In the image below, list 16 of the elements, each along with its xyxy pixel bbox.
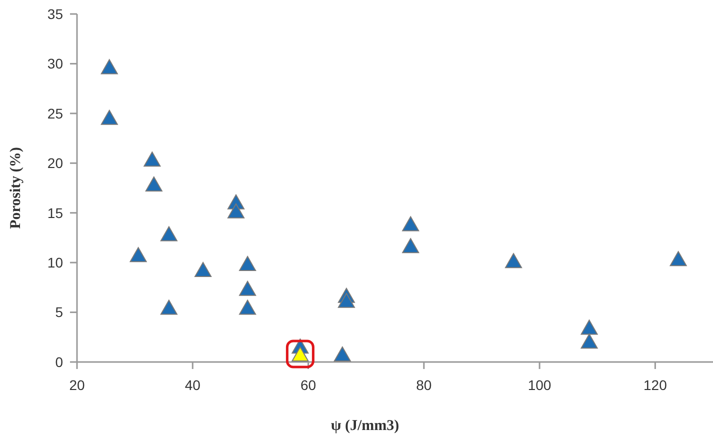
y-axis-title: Porosity (%)	[8, 147, 24, 229]
y-tick-label: 5	[55, 304, 64, 320]
x-tick-label: 80	[416, 377, 432, 393]
y-tick-label: 25	[47, 105, 64, 122]
x-tick-label: 20	[69, 377, 85, 393]
y-tick-label: 35	[47, 6, 64, 22]
x-tick-label: 100	[528, 377, 552, 393]
y-tick-label: 10	[47, 254, 64, 270]
x-tick-label: 40	[184, 377, 201, 393]
x-tick-label: 60	[300, 377, 316, 393]
y-tick-label: 30	[47, 56, 64, 72]
y-tick-label: 0	[55, 354, 64, 370]
x-axis-title: ψ (J/mm3)	[330, 418, 400, 434]
x-tick-label: 120	[644, 377, 668, 393]
y-tick-label: 15	[47, 204, 64, 221]
y-tick-label: 20	[47, 155, 64, 172]
